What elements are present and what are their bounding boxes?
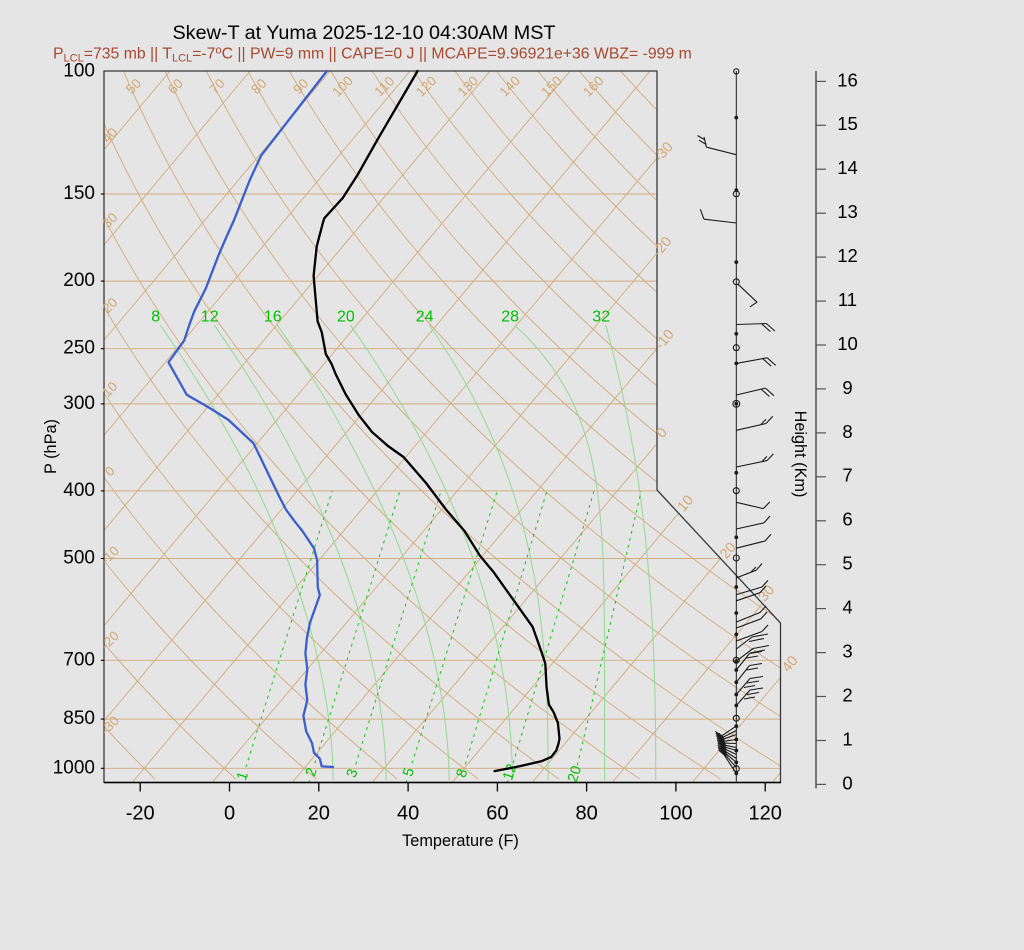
svg-text:500: 500 — [63, 548, 95, 569]
svg-text:0: 0 — [224, 803, 235, 825]
svg-text:100: 100 — [659, 803, 692, 825]
svg-text:12: 12 — [837, 245, 858, 266]
svg-text:5: 5 — [842, 553, 852, 574]
svg-text:80: 80 — [575, 803, 597, 825]
svg-text:0: 0 — [842, 772, 852, 793]
svg-text:3: 3 — [842, 640, 852, 661]
svg-text:150: 150 — [63, 183, 95, 204]
svg-text:Height (Km): Height (Km) — [791, 411, 809, 498]
svg-text:40: 40 — [779, 653, 802, 676]
svg-text:60: 60 — [486, 803, 508, 825]
svg-text:1: 1 — [842, 728, 852, 749]
svg-text:20: 20 — [308, 803, 330, 825]
svg-text:400: 400 — [63, 480, 95, 501]
svg-text:11: 11 — [838, 289, 857, 310]
svg-text:32: 32 — [592, 308, 610, 325]
svg-text:20: 20 — [717, 540, 740, 563]
svg-text:2: 2 — [842, 684, 852, 705]
svg-text:250: 250 — [63, 338, 95, 359]
svg-text:20: 20 — [337, 308, 355, 325]
svg-text:16: 16 — [837, 69, 858, 90]
svg-text:300: 300 — [63, 393, 95, 414]
svg-text:16: 16 — [264, 308, 282, 325]
svg-text:8: 8 — [151, 308, 160, 325]
svg-text:30: 30 — [756, 582, 779, 605]
svg-text:8: 8 — [842, 421, 852, 442]
svg-text:10: 10 — [675, 492, 698, 515]
svg-text:200: 200 — [63, 270, 95, 291]
svg-text:120: 120 — [749, 803, 782, 825]
svg-text:100: 100 — [63, 60, 95, 81]
svg-text:700: 700 — [63, 649, 95, 670]
svg-text:Skew-T at Yuma 2025-12-10 04:3: Skew-T at Yuma 2025-12-10 04:30AM MST — [172, 22, 555, 44]
svg-text:1000: 1000 — [53, 757, 95, 778]
svg-text:9: 9 — [842, 377, 852, 398]
svg-text:15: 15 — [837, 113, 858, 134]
svg-text:40: 40 — [397, 803, 419, 825]
svg-text:PLCL=735 mb || TLCL=-7oC || PW: PLCL=735 mb || TLCL=-7oC || PW=9 mm || C… — [53, 45, 692, 65]
svg-text:850: 850 — [63, 708, 95, 729]
svg-text:10: 10 — [837, 333, 858, 354]
svg-text:-20: -20 — [126, 803, 155, 825]
svg-text:13: 13 — [837, 201, 858, 222]
svg-text:4: 4 — [842, 596, 852, 617]
svg-text:12: 12 — [201, 308, 219, 325]
svg-text:14: 14 — [837, 157, 858, 178]
svg-text:Temperature (F): Temperature (F) — [402, 832, 519, 850]
svg-text:7: 7 — [842, 465, 852, 486]
svg-text:24: 24 — [416, 308, 434, 325]
svg-text:20: 20 — [565, 764, 585, 784]
svg-text:6: 6 — [842, 509, 852, 530]
svg-text:28: 28 — [501, 308, 519, 325]
svg-text:P (hPa): P (hPa) — [42, 419, 60, 474]
